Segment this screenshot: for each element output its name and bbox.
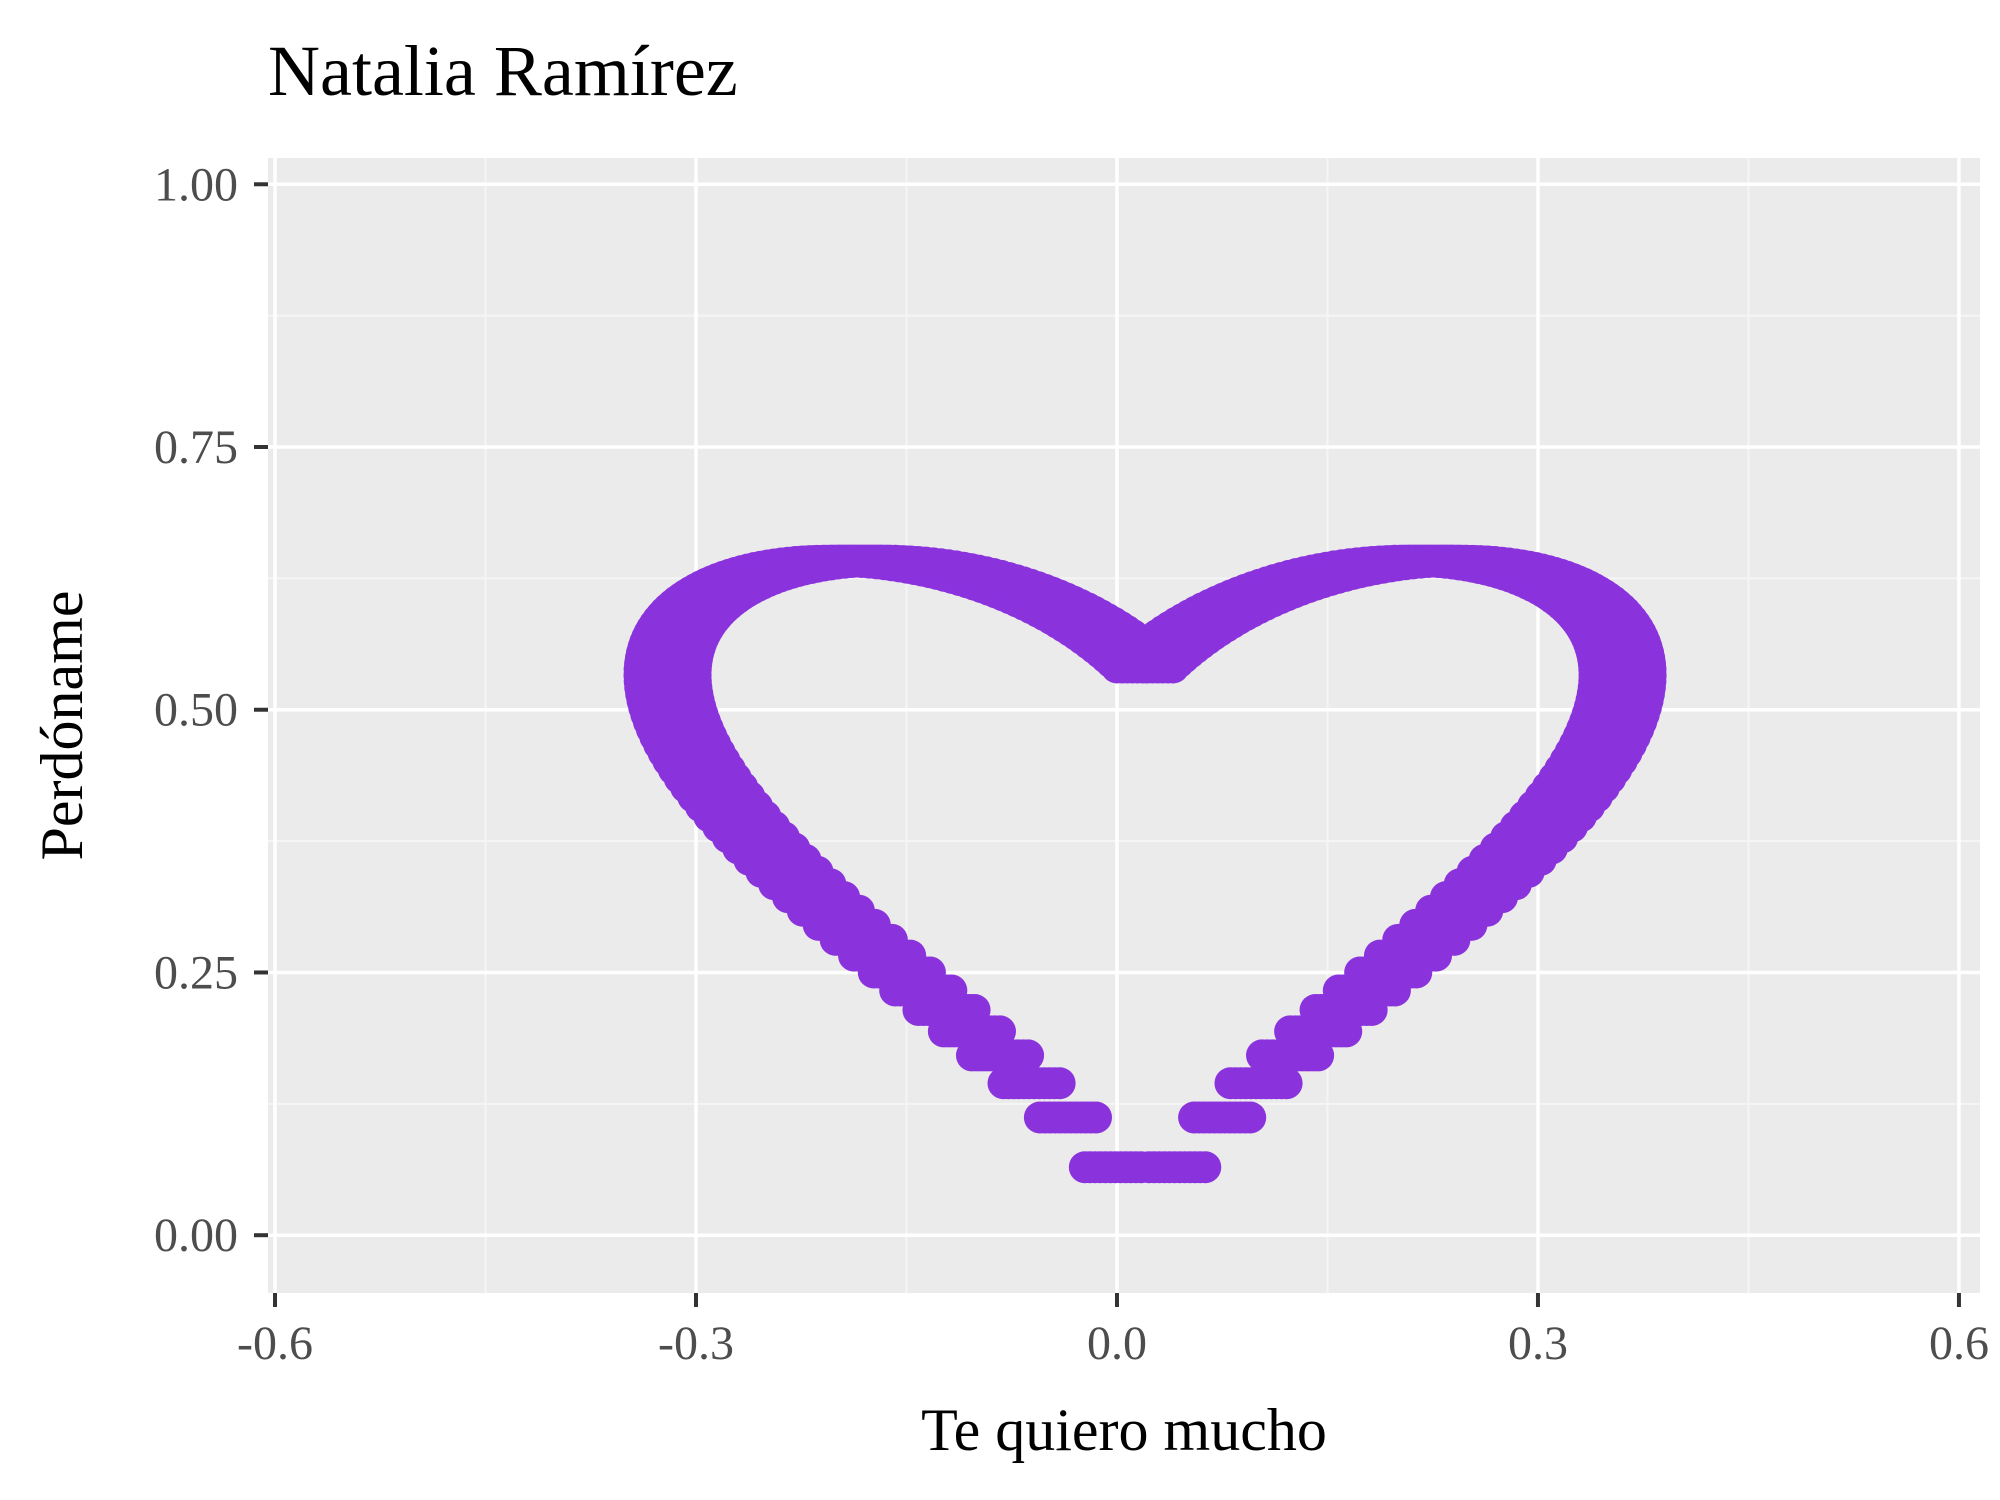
x-tick-label: 0.3	[1508, 1317, 1568, 1370]
data-point	[1234, 1101, 1266, 1133]
data-point	[1080, 1101, 1112, 1133]
plot-panel	[268, 158, 1980, 1293]
y-axis-title: Perdóname	[29, 591, 95, 861]
data-point	[1044, 1067, 1076, 1099]
data-point	[1271, 1067, 1303, 1099]
y-tick-label: 0.00	[154, 1209, 238, 1262]
data-point	[1330, 1015, 1362, 1047]
y-tick-label: 1.00	[154, 158, 238, 211]
x-tick-label: -0.6	[237, 1317, 313, 1370]
chart-title: Natalia Ramírez	[268, 31, 738, 111]
x-axis-title: Te quiero mucho	[921, 1397, 1327, 1463]
data-point	[1189, 1151, 1221, 1183]
x-tick-label: -0.3	[658, 1317, 734, 1370]
y-tick-label: 0.50	[154, 684, 238, 737]
data-point	[1012, 1039, 1044, 1071]
y-tick-label: 0.75	[154, 421, 238, 474]
data-point	[1157, 651, 1189, 683]
data-point	[1125, 1151, 1157, 1183]
data-point	[1302, 1039, 1334, 1071]
data-point	[1356, 994, 1388, 1026]
data-point	[984, 1015, 1016, 1047]
y-tick-label: 0.25	[154, 946, 238, 999]
x-tick-label: 0.0	[1087, 1317, 1147, 1370]
x-tick-label: 0.6	[1929, 1317, 1989, 1370]
